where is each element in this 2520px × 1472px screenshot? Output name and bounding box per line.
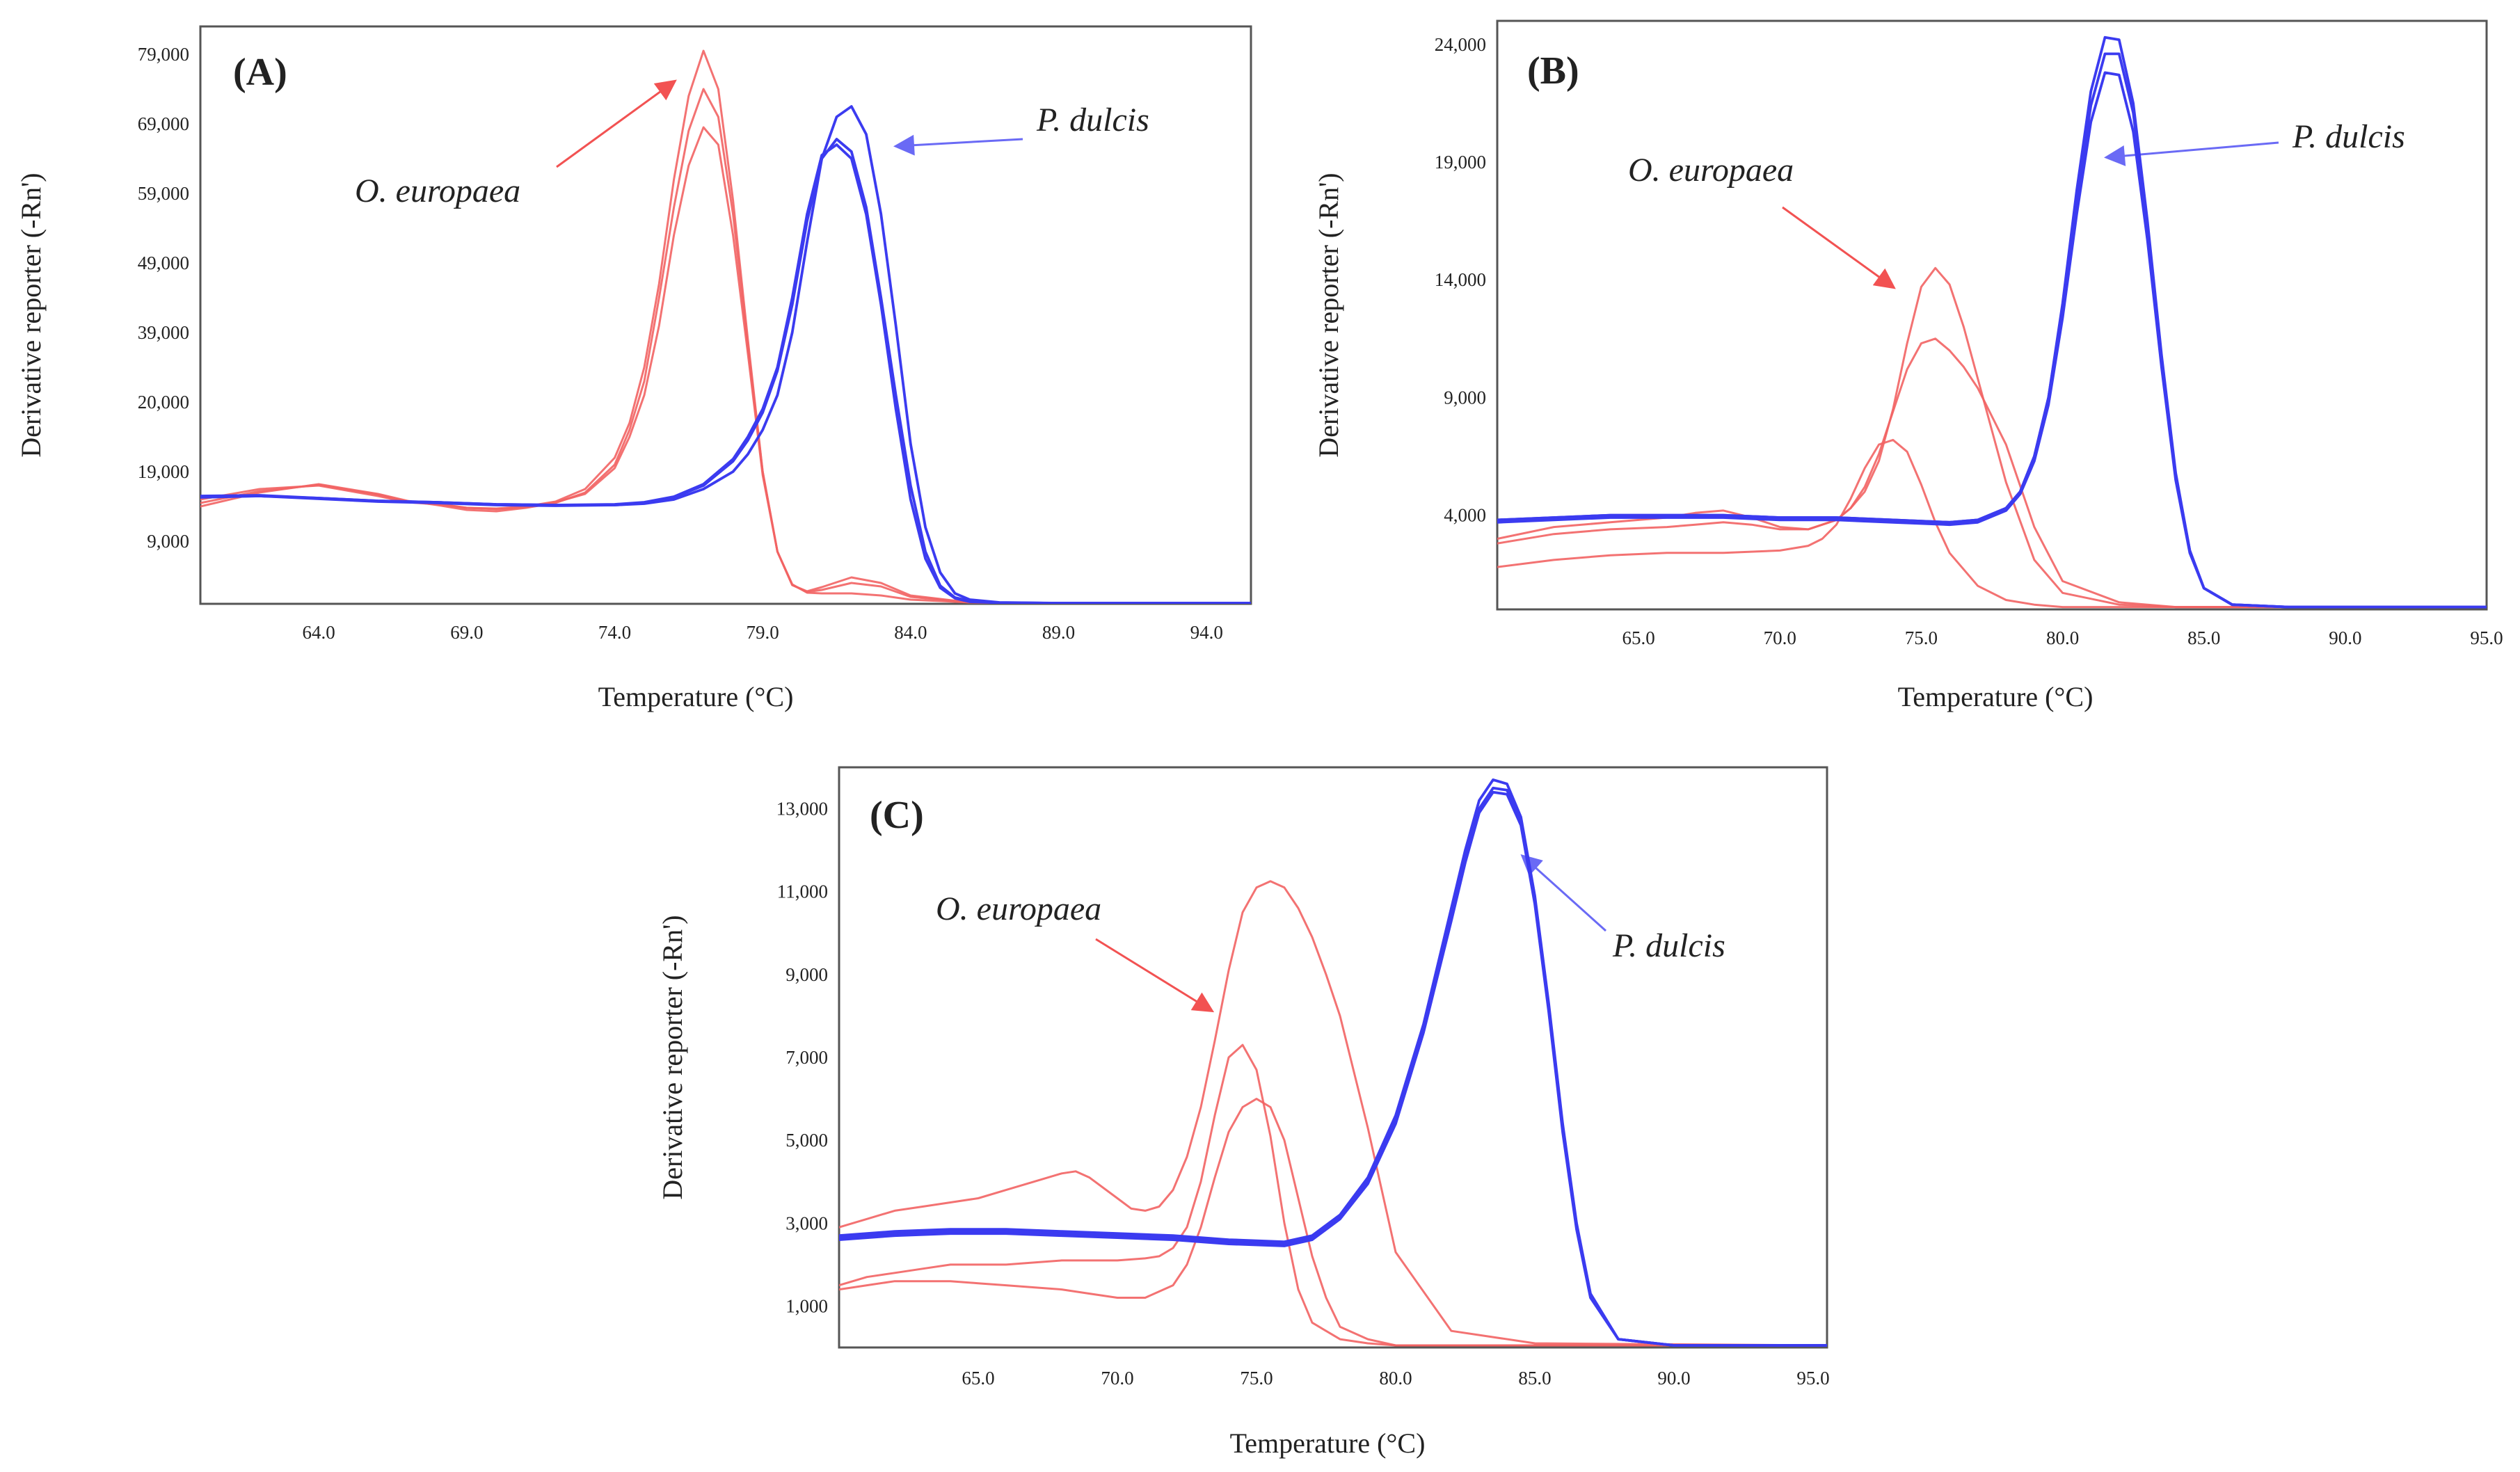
panel-a-x-tick-label: 79.0 (747, 622, 779, 643)
panel-b-x-tick-label: 75.0 (1905, 627, 1938, 648)
panel-a-y-tick-label: 59,000 (138, 183, 189, 204)
panel-a-olive-curve-2 (200, 88, 1251, 604)
panel-c-x-axis-title: Temperature (°C) (1230, 1427, 1426, 1459)
panel-b-y-tick-label: 19,000 (1435, 152, 1486, 173)
panel-a-letter: (A) (233, 51, 287, 94)
panel-a-y-tick-label: 20,000 (138, 392, 189, 413)
panel-a-y-tick-label: 49,000 (138, 253, 189, 273)
panel-c-letter: (C) (870, 794, 924, 837)
panel-a-y-axis-title: Derivative reporter (-Rn') (15, 173, 47, 457)
panel-a-y-tick-label: 9,000 (147, 531, 189, 552)
panel-b-x-tick-label: 70.0 (1764, 627, 1796, 648)
panel-c-x-tick-label: 70.0 (1101, 1368, 1133, 1389)
panel-a-x-axis-title: Temperature (°C) (598, 681, 794, 712)
panel-c-olive-label: O. europaea (936, 890, 1101, 927)
panel-c-y-tick-label: 9,000 (785, 964, 828, 985)
panel-c-olive-arrow (1095, 938, 1215, 1013)
panel-b-x-axis-title: Temperature (°C) (1898, 681, 2094, 712)
panel-a-plot-frame (199, 25, 1252, 605)
panel-a-almond-arrow (893, 134, 1023, 156)
panel-a-almond-label: P. dulcis (1036, 102, 1149, 138)
panel-a-x-tick-label: 64.0 (303, 622, 335, 643)
panel-b-olive-label: O. europaea (1628, 152, 1794, 189)
panel-b-x-tick-label: 85.0 (2187, 627, 2220, 648)
panel-b-x-tick-label: 80.0 (2046, 627, 2079, 648)
panel-b-almond-label: P. dulcis (2292, 118, 2405, 155)
panel-b-x-tick-label: 95.0 (2470, 627, 2503, 648)
panel-c-plot-frame (838, 766, 1828, 1349)
panel-a-x-tick-label: 69.0 (450, 622, 483, 643)
panel-c-almond-arrow (1520, 854, 1607, 932)
panel-b-olive-arrow (1782, 206, 1896, 289)
panel-b-y-axis-title: Derivative reporter (-Rn') (1313, 173, 1344, 457)
panel-c-y-tick-label: 3,000 (785, 1213, 828, 1233)
panel-c-y-tick-label: 11,000 (777, 881, 828, 902)
panel-a-olive-label: O. europaea (355, 173, 520, 209)
panel-c-olive-curve-3 (839, 1098, 1827, 1347)
panel-b: (B) Derivative reporter (-Rn') Temperatu… (1313, 19, 2503, 712)
panel-a-x-tick-label: 94.0 (1190, 622, 1223, 643)
panel-a-y-tick-label: 19,000 (138, 461, 189, 482)
panel-c-x-tick-label: 80.0 (1379, 1368, 1412, 1389)
panel-a-y-tick-label: 39,000 (138, 322, 189, 343)
panel-a-almond-curve-6 (200, 143, 1251, 604)
panel-c-almond-curve-5 (839, 786, 1827, 1347)
panel-b-olive-curve-1 (1497, 266, 2487, 609)
panel-c-olive-curve-1 (839, 880, 1827, 1347)
panel-a-olive-arrow (556, 79, 677, 168)
panel-a-x-tick-label: 84.0 (894, 622, 927, 643)
panel-c-x-tick-label: 65.0 (962, 1368, 994, 1389)
panel-a-y-tick-label: 69,000 (138, 113, 189, 134)
panel-b-y-tick-label: 4,000 (1444, 505, 1486, 526)
panel-b-olive-curve-3 (1497, 438, 2487, 609)
panel-b-x-tick-label: 65.0 (1622, 627, 1655, 648)
panel-b-y-tick-label: 14,000 (1435, 269, 1486, 290)
panel-c-y-tick-label: 5,000 (785, 1130, 828, 1151)
panel-c-almond-curve-6 (839, 790, 1827, 1347)
panel-c: (C) Derivative reporter (-Rn') Temperatu… (657, 766, 1830, 1459)
panel-c-y-tick-label: 7,000 (785, 1047, 828, 1068)
panel-b-y-tick-label: 9,000 (1444, 387, 1486, 408)
panel-a-x-tick-label: 74.0 (598, 622, 631, 643)
panel-b-x-tick-label: 90.0 (2329, 627, 2361, 648)
panel-b-letter: (B) (1527, 49, 1579, 93)
panel-a-y-tick-label: 79,000 (138, 44, 189, 65)
panel-b-y-tick-label: 24,000 (1435, 34, 1486, 55)
panel-c-x-tick-label: 85.0 (1518, 1368, 1551, 1389)
panel-b-olive-curve-2 (1497, 337, 2487, 609)
panel-c-olive-curve-2 (839, 1043, 1827, 1347)
panel-a-olive-curve-3 (200, 126, 1251, 604)
panel-a-x-tick-label: 89.0 (1042, 622, 1075, 643)
panel-c-y-tick-label: 1,000 (785, 1295, 828, 1316)
panel-c-y-axis-title: Derivative reporter (-Rn') (657, 915, 688, 1199)
panel-a: (A) Derivative reporter (-Rn') Temperatu… (15, 25, 1252, 712)
panel-c-x-tick-label: 95.0 (1796, 1368, 1829, 1389)
panel-b-almond-curve-6 (1497, 71, 2487, 609)
panel-c-almond-curve-4 (839, 778, 1827, 1347)
panel-c-x-tick-label: 75.0 (1240, 1368, 1273, 1389)
panel-b-plot-frame (1496, 19, 2488, 611)
panel-c-x-tick-label: 90.0 (1657, 1368, 1690, 1389)
panel-c-y-tick-label: 13,000 (776, 799, 828, 819)
panel-c-almond-label: P. dulcis (1612, 927, 1725, 964)
